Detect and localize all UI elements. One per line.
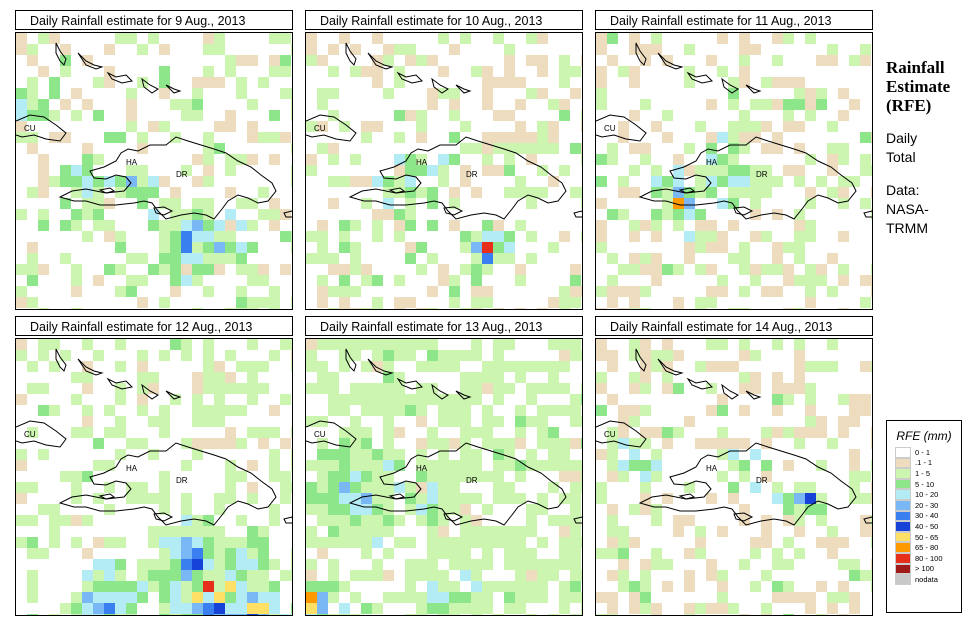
- legend-swatch: [895, 531, 911, 543]
- legend-label: 65 - 80: [915, 543, 939, 553]
- dominican_republic-label: DR: [176, 476, 188, 485]
- legend-item: 1 - 5: [895, 468, 961, 479]
- panel-title: Daily Rainfall estimate for 14 Aug., 201…: [595, 316, 873, 336]
- legend-item: .1 - 1: [895, 457, 961, 469]
- cuba-label: CU: [24, 124, 36, 133]
- cuba-label: CU: [604, 124, 616, 133]
- source-text: NASA-: [886, 201, 929, 217]
- legend-swatch: [895, 457, 911, 469]
- cuba-label: CU: [314, 124, 326, 133]
- rainfall-grid: CU HA DR: [596, 33, 872, 309]
- legend-item: 5 - 10: [895, 478, 961, 490]
- rainfall-map: CU HA DR: [15, 338, 293, 616]
- legend-label: 1 - 5: [915, 468, 931, 478]
- dominican_republic-label: DR: [176, 170, 188, 179]
- legend-swatch: [895, 489, 911, 500]
- legend-label: 0 - 1: [915, 447, 931, 457]
- haiti-label: HA: [706, 464, 718, 473]
- rainfall-map: CU HA DR: [305, 338, 583, 616]
- legend-item: 40 - 50: [895, 521, 961, 532]
- source-text: TRMM: [886, 220, 928, 236]
- rainfall-grid: CU HA DR: [16, 339, 292, 615]
- legend-swatch: [895, 521, 911, 532]
- rainfall-map: CU HA DR: [15, 32, 293, 310]
- legend-item: 65 - 80: [895, 542, 961, 553]
- haiti-label: HA: [416, 158, 428, 167]
- legend-title: RFE (mm): [896, 429, 952, 443]
- legend-swatch: [895, 510, 911, 522]
- legend-label: 10 - 20: [915, 490, 939, 500]
- rainfall-grid: CU HA DR: [596, 339, 872, 615]
- product-title: (RFE): [886, 96, 932, 115]
- panel-title: Daily Rainfall estimate for 9 Aug., 2013: [15, 10, 293, 30]
- legend-swatch: [895, 552, 911, 564]
- legend-label: 50 - 65: [915, 532, 939, 542]
- dominican_republic-label: DR: [466, 170, 478, 179]
- legend-swatch: [895, 563, 911, 575]
- panel-title: Daily Rainfall estimate for 10 Aug., 201…: [305, 10, 583, 30]
- legend-swatch: [895, 574, 911, 585]
- dominican_republic-label: DR: [756, 476, 768, 485]
- source-text: Data:: [886, 182, 920, 198]
- legend-swatch: [895, 499, 911, 511]
- legend-item: 30 - 40: [895, 510, 961, 522]
- haiti-label: HA: [126, 464, 138, 473]
- haiti-label: HA: [416, 464, 428, 473]
- legend-label: .1 - 1: [915, 458, 933, 468]
- cuba-label: CU: [604, 430, 616, 439]
- legend-swatch: [895, 478, 911, 490]
- legend-label: 30 - 40: [915, 511, 939, 521]
- rainfall-grid: CU HA DR: [16, 33, 292, 309]
- legend-item: 0 - 1: [895, 447, 961, 458]
- dominican_republic-label: DR: [466, 476, 478, 485]
- legend-item: 80 - 100: [895, 552, 961, 564]
- rainfall-map: CU HA DR: [595, 32, 873, 310]
- cuba-label: CU: [314, 430, 326, 439]
- rainfall-map: CU HA DR: [305, 32, 583, 310]
- rainfall-grid: CU HA DR: [306, 33, 582, 309]
- legend-label: 20 - 30: [915, 500, 939, 510]
- period-text: Daily: [886, 130, 918, 146]
- dominican_republic-label: DR: [756, 170, 768, 179]
- panel-title: Daily Rainfall estimate for 13 Aug., 201…: [305, 316, 583, 336]
- legend-item: 50 - 65: [895, 531, 961, 543]
- panel-title: Daily Rainfall estimate for 11 Aug., 201…: [595, 10, 873, 30]
- product-title: Estimate: [886, 77, 951, 96]
- product-title: Rainfall: [886, 58, 945, 77]
- legend-item: 20 - 30: [895, 499, 961, 511]
- haiti-label: HA: [126, 158, 138, 167]
- legend-swatch: [895, 468, 911, 479]
- legend-label: 5 - 10: [915, 479, 935, 489]
- rainfall-grid: CU HA DR: [306, 339, 582, 615]
- cuba-label: CU: [24, 430, 36, 439]
- haiti-label: HA: [706, 158, 718, 167]
- rainfall-map: CU HA DR: [595, 338, 873, 616]
- legend-swatch: [895, 542, 911, 553]
- legend-label: > 100: [915, 564, 934, 574]
- legend-item: nodata: [895, 574, 961, 585]
- legend-item: > 100: [895, 563, 961, 575]
- legend-label: nodata: [915, 574, 938, 584]
- period-text: Total: [886, 149, 916, 165]
- legend-label: 80 - 100: [915, 553, 943, 563]
- legend-item: 10 - 20: [895, 489, 961, 500]
- map-info: Rainfall Estimate (RFE) Daily Total Data…: [886, 58, 971, 238]
- legend-label: 40 - 50: [915, 521, 939, 531]
- panel-title: Daily Rainfall estimate for 12 Aug., 201…: [15, 316, 293, 336]
- legend-swatch: [895, 447, 911, 458]
